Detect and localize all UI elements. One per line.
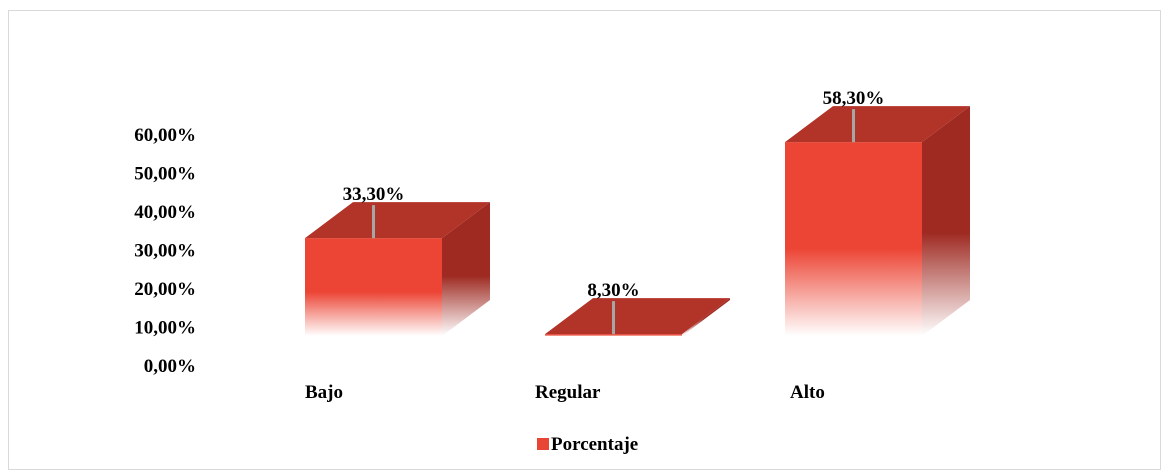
y-tick-label: 60,00% bbox=[134, 125, 196, 146]
bar-bajo: 33,30% bbox=[305, 184, 490, 336]
legend: Porcentaje bbox=[537, 434, 638, 455]
x-category-label: Alto bbox=[790, 382, 825, 403]
y-tick-label: 50,00% bbox=[134, 164, 196, 185]
bar-top-face bbox=[305, 202, 490, 239]
y-axis: 0,00% 10,00% 20,00% 30,00% 40,00% 50,00% 60,00… bbox=[134, 125, 196, 377]
bar-side-face bbox=[682, 298, 730, 336]
legend-label: Porcentaje bbox=[551, 434, 638, 455]
x-category-label: Regular bbox=[535, 382, 601, 403]
bar-top-face bbox=[545, 298, 730, 335]
x-category-label: Bajo bbox=[305, 382, 343, 403]
bar-top-face bbox=[785, 106, 970, 143]
y-tick-label: 20,00% bbox=[134, 279, 196, 300]
data-label: 33,30% bbox=[343, 184, 405, 205]
y-tick-label: 0,00% bbox=[144, 356, 196, 377]
bars: 33,30% 8,30% 58,30% bbox=[305, 88, 970, 337]
y-tick-label: 30,00% bbox=[134, 241, 196, 262]
bar-regular: 8,30% bbox=[545, 280, 730, 336]
bar-alto: 58,30% bbox=[785, 88, 970, 337]
bar-side-face bbox=[442, 202, 490, 336]
bar-side-face bbox=[922, 106, 970, 337]
y-tick-label: 40,00% bbox=[134, 202, 196, 223]
data-label: 58,30% bbox=[823, 88, 885, 109]
data-label: 8,30% bbox=[587, 280, 639, 301]
bar-front-face bbox=[785, 142, 922, 336]
bar-front-face bbox=[305, 238, 442, 336]
x-axis: Bajo Regular Alto bbox=[305, 382, 825, 403]
y-tick-label: 10,00% bbox=[134, 318, 196, 339]
bar-front-face bbox=[545, 334, 682, 336]
legend-swatch bbox=[537, 438, 549, 450]
